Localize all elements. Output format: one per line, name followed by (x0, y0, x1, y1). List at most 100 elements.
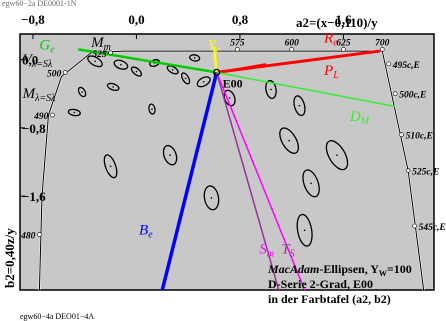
color-line-be (160, 71, 219, 291)
macadam-ellipse (162, 144, 178, 166)
x-tick-label: 0,8 (232, 12, 249, 27)
ellipse-center (135, 70, 138, 73)
white-point-label: E00 (223, 76, 243, 90)
ellipse-center (73, 111, 76, 114)
macadam-ellipse (296, 213, 313, 247)
color-line-ge (78, 48, 217, 74)
ellipse-group (67, 54, 349, 247)
x-tick-label: 0,0 (128, 12, 144, 27)
x-tick-label: 1,6 (335, 12, 352, 27)
wavelength-label: 490 (33, 112, 49, 122)
wavelength-label: 545c,E (419, 223, 446, 233)
ellipse-center (310, 182, 312, 185)
y-tick-label: 0,0 (22, 53, 38, 68)
locus-marker (399, 132, 404, 137)
ellipse-center (171, 69, 174, 71)
macadam-ellipse (149, 59, 161, 67)
locus-marker (108, 50, 113, 56)
locus-marker (386, 61, 392, 67)
legend-line1-rest: -Ellipsen, Y (319, 262, 379, 276)
macadam-ellipse (325, 140, 349, 171)
legend-line1-end: =100 (387, 262, 412, 276)
ellipse-center (151, 108, 153, 110)
wavelength-label-group: 700 625 600 575 525 500 490 480 495c,E 500c,E 510c… (20, 38, 446, 241)
locus-marker (392, 91, 398, 97)
y-tick-group: 0,0 −0,8 −1,6 (20, 53, 46, 204)
ellipse-center (109, 165, 112, 168)
color-label-re: Re (323, 31, 338, 49)
macadam-ellipse (67, 108, 81, 117)
ellipse-center (169, 154, 171, 156)
ellipse-center (288, 139, 290, 142)
legend-line2: D-Serie 2-Grad, E00 (268, 277, 373, 291)
svg-text:MacAdam-Ellipsen, YW=100: MacAdam-Ellipsen, YW=100 (267, 262, 412, 278)
ellipse-center (303, 229, 306, 232)
locus-marker (379, 47, 385, 52)
color-line-sm (215, 72, 306, 291)
locus-marker (50, 112, 55, 118)
wavelength-label: 510c,E (406, 132, 433, 142)
ellipse-center (184, 77, 187, 80)
macadam-ellipse (196, 76, 211, 88)
locus-marker (62, 70, 68, 75)
ellipse-center (81, 91, 83, 93)
wavelength-label: 600 (285, 38, 300, 48)
x-tick-label: −0,8 (21, 12, 45, 27)
ellipse-center (228, 97, 231, 99)
annotation-label: Vλ=Sλ (23, 52, 53, 70)
locus-marker (235, 47, 240, 52)
macadam-ellipse (87, 55, 103, 68)
ellipse-center (193, 57, 196, 59)
macadam-ellipse (302, 169, 320, 198)
locus-marker (37, 232, 42, 237)
color-line-ye (212, 46, 218, 73)
plot-area (19, 33, 435, 291)
wavelength-label: 700 (375, 38, 390, 48)
y-axis-label: b2=0,40z/y (2, 228, 17, 288)
color-label-ge: Ge (39, 37, 55, 55)
wavelength-label: 525c,E (412, 168, 439, 178)
macadam-ellipse (279, 127, 300, 154)
legend-box: MacAdam-Ellipsen, YW=100 D-Serie 2-Grad,… (267, 262, 412, 306)
color-label-sm: Sm (259, 241, 274, 259)
wavelength-label: 500c,E (399, 91, 426, 101)
color-label-dm: DM (349, 109, 370, 127)
legend-line1-sub: W (379, 269, 387, 278)
color-line-pl (216, 63, 266, 74)
color-line-dm (216, 71, 396, 108)
color-line-ts (215, 72, 280, 291)
annotation-label: Mλ=Sλ (22, 86, 57, 104)
macadam-ellipse (265, 79, 277, 100)
macadam-ellipse (180, 72, 191, 85)
wavelength-label: 500 (47, 69, 62, 79)
color-label-pl: PL (323, 63, 339, 81)
macadam-ellipse (130, 66, 143, 77)
macadam-ellipse (113, 59, 129, 70)
color-label-ts: TS (281, 241, 294, 259)
locus-marker (405, 168, 411, 173)
color-line-re (216, 49, 380, 74)
wavelength-label: 525 (92, 50, 107, 60)
x-tick-group: −0,8 0,0 0,8 1,6 (21, 12, 352, 39)
wavelength-label: 625 (336, 38, 351, 48)
legend-line3: in der Farbtafel (a2, b2) (268, 292, 391, 306)
color-line-group: E00 Re PL Ge DM Ye Be Sm TS Mm Vλ=Sλ Mλ=Sλ (22, 31, 396, 291)
ellipse-center (94, 60, 96, 63)
locus-marker (412, 223, 417, 229)
ellipse-center (112, 86, 114, 88)
macadam-ellipse (166, 65, 179, 75)
annotation-label: Mm (90, 35, 111, 53)
ellipse-center (120, 63, 122, 66)
macadam-ellipse (203, 185, 220, 211)
top-caption: egw60−2a DE0001-1N (2, 0, 77, 8)
legend-line1-italic: MacAdam (267, 262, 319, 276)
y-tick-label: −0,8 (22, 121, 46, 136)
macadam-ellipse (148, 103, 156, 115)
wavelength-label: 575 (230, 38, 245, 48)
color-label-ye: Ye (208, 37, 221, 55)
white-point-marker (213, 68, 221, 77)
ellipse-center (210, 197, 213, 199)
ellipse-center (270, 88, 272, 91)
macadam-ellipse (103, 154, 118, 179)
